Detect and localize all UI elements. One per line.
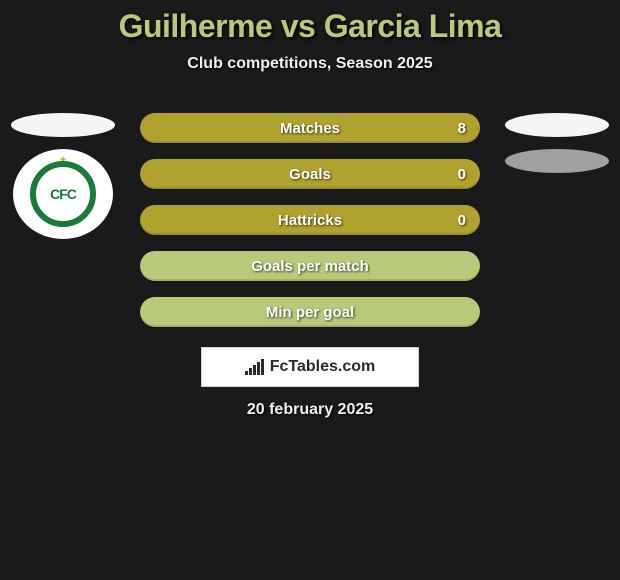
comparison-card: Guilherme vs Garcia Lima Club competitio… bbox=[0, 0, 620, 580]
stat-bar: Matches 8 bbox=[140, 113, 480, 143]
body-area: ★ CFC Matches 8 Goals 0 Hattricks 0 Goals per … bbox=[0, 113, 620, 327]
badge-ring: CFC bbox=[30, 161, 96, 227]
stat-bar: Goals 0 bbox=[140, 159, 480, 189]
stat-bar-label: Matches bbox=[280, 120, 340, 137]
chart-bar-icon bbox=[257, 362, 260, 375]
stat-bar-value: 0 bbox=[458, 166, 466, 183]
page-title: Guilherme vs Garcia Lima bbox=[0, 8, 620, 45]
stat-bar-label: Min per goal bbox=[266, 304, 354, 321]
right-column bbox=[502, 113, 612, 185]
watermark: FcTables.com bbox=[201, 347, 419, 387]
chart-bar-icon bbox=[245, 371, 248, 375]
stat-bars: Matches 8 Goals 0 Hattricks 0 Goals per match M… bbox=[140, 113, 480, 327]
player-left-ellipse-1 bbox=[11, 113, 115, 137]
stat-bar-label: Hattricks bbox=[278, 212, 342, 229]
stat-bar-value: 8 bbox=[458, 120, 466, 137]
chart-bar-icon bbox=[253, 365, 256, 375]
footer-date: 20 february 2025 bbox=[0, 401, 620, 419]
club-badge-left: ★ CFC bbox=[13, 149, 113, 239]
stat-bar: Min per goal bbox=[140, 297, 480, 327]
chart-bar-icon bbox=[261, 359, 264, 375]
stat-bar-value: 0 bbox=[458, 212, 466, 229]
stat-bar-label: Goals per match bbox=[251, 258, 369, 275]
stat-bar: Hattricks 0 bbox=[140, 205, 480, 235]
badge-initials: CFC bbox=[50, 186, 76, 202]
player-right-ellipse-2 bbox=[505, 149, 609, 173]
stat-bar: Goals per match bbox=[140, 251, 480, 281]
watermark-text: FcTables.com bbox=[270, 358, 376, 376]
page-subtitle: Club competitions, Season 2025 bbox=[0, 55, 620, 73]
left-column: ★ CFC bbox=[8, 113, 118, 239]
player-right-ellipse-1 bbox=[505, 113, 609, 137]
stat-bar-label: Goals bbox=[289, 166, 331, 183]
chart-bar-icon bbox=[249, 368, 252, 375]
bar-chart-icon bbox=[245, 359, 264, 375]
